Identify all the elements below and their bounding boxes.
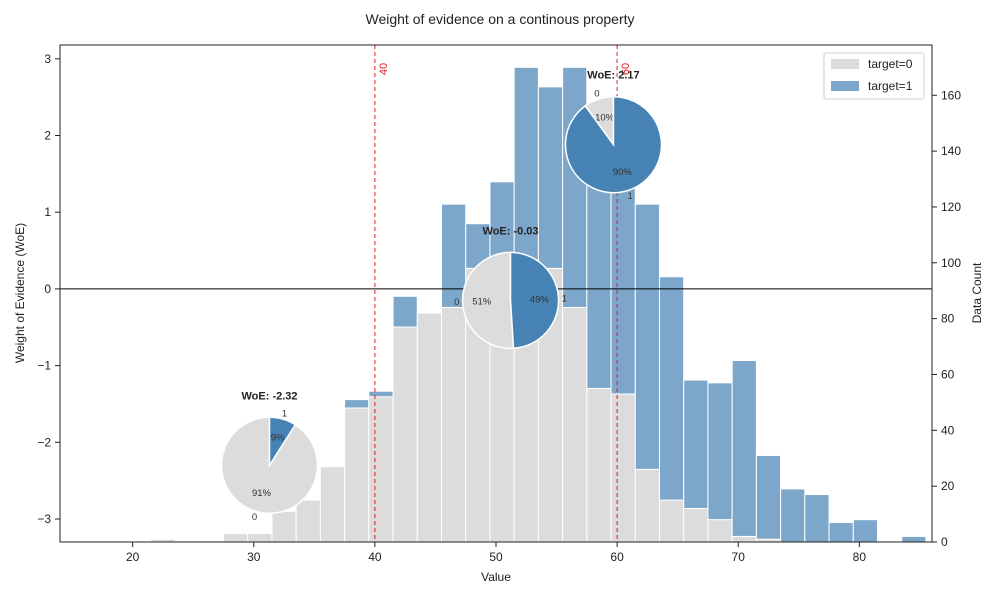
y-left-tick-label: −2 [37,435,51,449]
y-right-tick-label: 40 [941,423,955,437]
x-axis-title: Value [481,570,511,584]
bar-target1 [683,379,709,509]
pie-slice [268,416,297,468]
y-right-tick-label: 140 [941,144,961,158]
woe-pie: WoE: 2.17 10% 0 90% 1 [564,70,663,202]
pie-slice [509,251,560,350]
y-left-axis: −3 −2 −1 0 1 2 3 [37,52,60,526]
bar-target0 [731,535,757,543]
bar-target1 [804,494,830,543]
pie-category-label: 0 [252,512,257,523]
y-right-tick-label: 0 [941,535,948,549]
bar-target1 [828,521,854,543]
y-right-tick-label: 80 [941,312,955,326]
cutoff-layer: 40 60 [374,45,632,542]
pie-pct-label: 10% [595,112,615,123]
pie-slice [461,251,515,350]
pie-category-label: 0 [594,89,599,100]
y-right-tick-label: 20 [941,479,955,493]
bar-target0 [634,468,660,543]
y-right-tick-label: 60 [941,367,955,381]
y-left-tick-label: −1 [37,359,51,373]
bar-target1 [562,66,588,308]
legend: target=0 target=1 [823,52,925,100]
pie-title: WoE: -2.32 [242,390,298,402]
bar-target1 [755,454,782,540]
x-tick-label: 40 [368,550,382,564]
bar-target0 [416,312,442,543]
y-right-tick-label: 100 [941,256,961,270]
bar-target1 [731,360,757,537]
bar-target1 [537,86,564,269]
bar-target1 [901,535,927,543]
pie-category-label: 1 [282,409,287,420]
bar-target0 [247,533,273,543]
pie-category-label: 1 [562,294,567,305]
x-tick-label: 80 [853,550,867,564]
legend-label-target0: target=0 [868,57,913,71]
pie-pct-label: 9% [271,433,285,444]
bar-target0 [659,499,685,543]
legend-swatch-target1 [831,81,859,91]
pie-slice [564,95,663,194]
bar-target0 [295,499,321,543]
bar-target0 [319,466,346,543]
bar-target1 [634,203,660,470]
bar-target0 [368,396,394,543]
y-left-tick-label: 1 [44,205,51,219]
bar-target1 [441,203,467,308]
x-tick-label: 50 [489,550,503,564]
y-right-tick-label: 160 [941,88,961,102]
woe-pie: WoE: -0.03 51% 0 49% 1 [454,225,567,350]
pie-pct-label: 51% [472,296,492,307]
pie-title: WoE: -0.03 [483,225,539,237]
x-tick-label: 30 [247,550,261,564]
bar-target1 [392,295,418,328]
bar-target1 [368,390,394,398]
bar-target0 [683,507,709,543]
y-left-tick-label: −3 [37,512,51,526]
bar-target0 [392,326,418,543]
legend-label-target1: target=1 [868,79,913,93]
bar-target1 [707,382,733,521]
cutoff-label: 60 [620,63,632,75]
chart-title: Weight of evidence on a continous proper… [365,11,634,27]
y-left-tick-label: 2 [44,129,51,143]
y-right-axis: 0 20 40 60 80 100 120 140 160 [932,88,961,549]
x-tick-label: 20 [126,550,140,564]
y-left-tick-label: 3 [44,52,51,66]
cutoff-label: 40 [378,63,390,75]
bar-target1 [852,519,878,543]
pie-category-label: 0 [454,297,459,308]
bar-target1 [659,276,685,501]
bar-target0 [586,387,612,543]
x-axis: 20 30 40 50 60 70 80 [126,542,866,564]
pie-pct-label: 49% [530,294,550,305]
legend-swatch-target0 [831,59,859,69]
woe-pie: WoE: -2.32 91% 0 9% 1 [220,390,319,523]
y-left-tick-label: 0 [44,282,51,296]
x-tick-label: 60 [610,550,624,564]
y-right-axis-title: Data Count [970,262,984,323]
pie-pct-label: 90% [613,167,633,178]
bar-target0 [344,407,370,543]
bars-layer [150,66,927,543]
bar-target0 [441,306,467,543]
bar-target1 [780,488,806,543]
pie-title: WoE: 2.17 [587,70,639,82]
bar-target0 [707,519,733,543]
pie-pct-label: 91% [252,488,272,499]
y-left-axis-title: Weight of Evidence (WoE) [13,223,27,363]
pie-category-label: 1 [627,191,632,202]
bar-target0 [223,533,249,543]
bar-target1 [344,399,370,409]
y-right-tick-label: 120 [941,200,961,214]
bar-target0 [610,393,636,543]
x-tick-label: 70 [732,550,746,564]
bar-target0 [271,510,297,543]
bar-target0 [562,306,588,543]
